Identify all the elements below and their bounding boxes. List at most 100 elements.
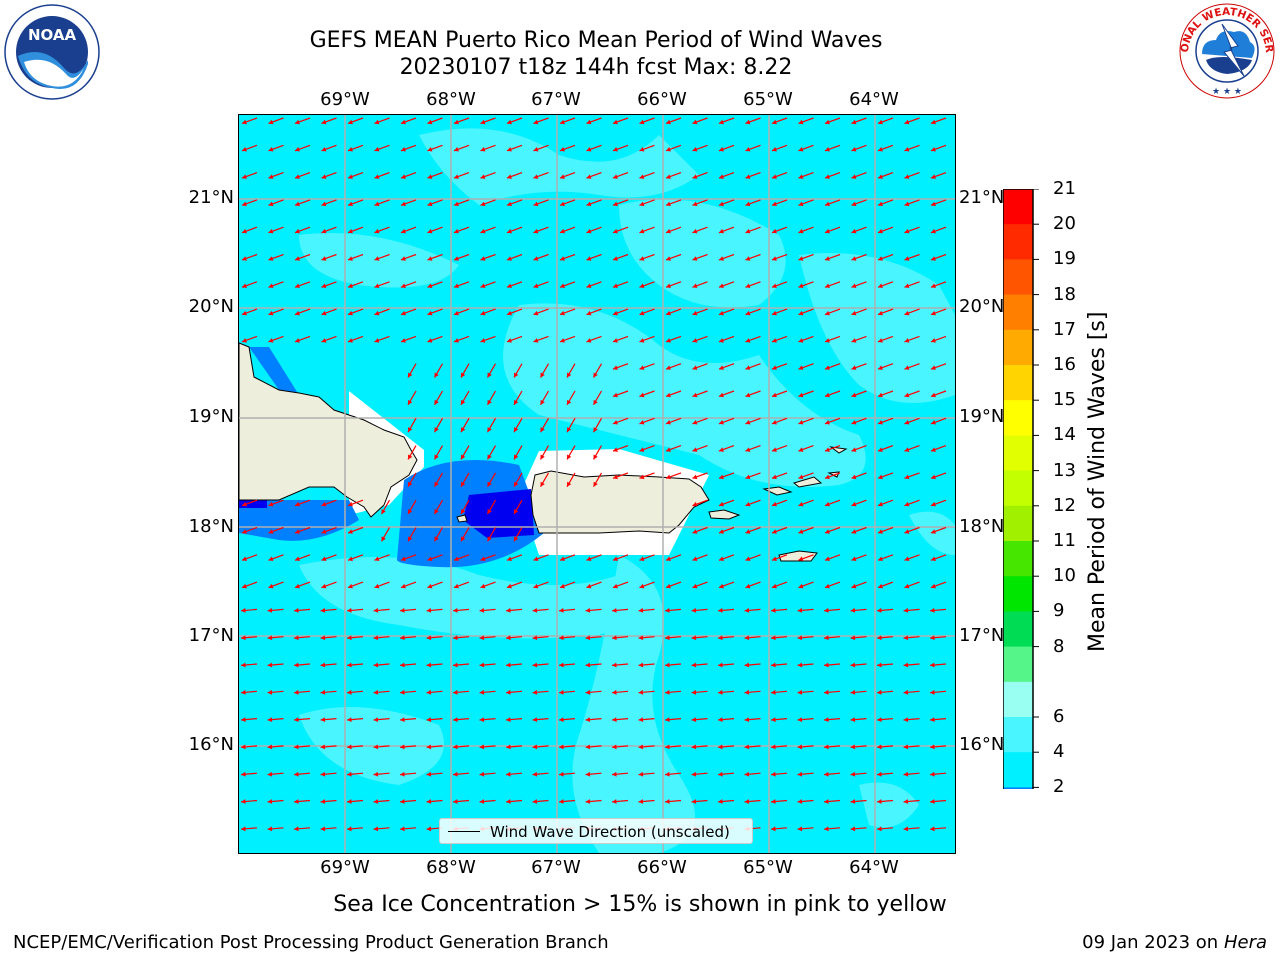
colorbar-segment bbox=[1003, 681, 1033, 718]
wave-arrow-head bbox=[771, 392, 777, 398]
colorbar-segment bbox=[1003, 189, 1033, 225]
wave-arrow-head bbox=[691, 662, 697, 668]
wave-arrow-head bbox=[745, 228, 751, 234]
wave-arrow-head bbox=[294, 501, 300, 507]
wave-arrow-head bbox=[427, 256, 433, 261]
wave-arrow-head bbox=[797, 608, 803, 613]
wave-arrow-head bbox=[294, 228, 300, 234]
wave-arrow-head bbox=[612, 799, 617, 804]
wave-arrow-head bbox=[268, 583, 274, 589]
colorbar-tick-label: 13 bbox=[1053, 459, 1076, 481]
wave-arrow-head bbox=[586, 283, 592, 289]
wave-arrow-head bbox=[585, 635, 591, 641]
wave-arrow-head bbox=[665, 201, 671, 207]
wave-arrow-head bbox=[506, 119, 512, 125]
wave-arrow-head bbox=[427, 338, 433, 343]
wave-arrow-head bbox=[586, 201, 592, 207]
wave-arrow-head bbox=[487, 372, 492, 378]
wave-arrow-head bbox=[506, 662, 511, 668]
wave-arrow-head bbox=[374, 338, 380, 343]
wave-arrow-head bbox=[506, 583, 512, 589]
wave-arrow-head bbox=[665, 771, 670, 777]
anegada-land bbox=[829, 446, 848, 454]
wave-arrow-head bbox=[718, 447, 724, 452]
wave-arrow-head bbox=[851, 420, 857, 425]
wave-arrow-head bbox=[434, 372, 439, 378]
wave-arrow-head bbox=[347, 228, 353, 234]
wave-arrow-head bbox=[480, 201, 486, 207]
wave-arrow-head bbox=[930, 174, 936, 179]
wave-arrow-head bbox=[533, 338, 539, 343]
wave-arrow-head bbox=[745, 119, 751, 125]
wave-arrow-head bbox=[585, 689, 591, 695]
wave-arrow-head bbox=[533, 283, 539, 289]
wave-arrow-head bbox=[347, 338, 353, 343]
wave-arrow-head bbox=[904, 420, 910, 425]
wave-arrow-head bbox=[612, 556, 618, 562]
wave-arrow-head bbox=[824, 392, 830, 398]
wave-arrow-head bbox=[294, 338, 300, 343]
wave-arrow-head bbox=[612, 310, 618, 316]
wave-arrow-head bbox=[824, 556, 830, 562]
wave-arrow-head bbox=[294, 635, 299, 641]
wave-arrow-head bbox=[718, 529, 724, 534]
wave-arrow-head bbox=[744, 799, 750, 804]
wave-arrow-head bbox=[851, 228, 857, 234]
wave-arrow-head bbox=[400, 635, 405, 641]
wave-arrow-head bbox=[321, 228, 327, 234]
wave-arrow-head bbox=[930, 826, 935, 832]
wave-arrow-head bbox=[612, 771, 617, 777]
wave-arrow-head bbox=[797, 662, 803, 668]
wave-arrow-head bbox=[877, 501, 883, 507]
wave-arrow-head bbox=[241, 771, 246, 777]
wave-arrow-head bbox=[321, 256, 327, 261]
wave-arrow-head bbox=[453, 799, 458, 804]
wave-arrow-head bbox=[267, 608, 273, 613]
wave-arrow-head bbox=[294, 771, 299, 777]
wave-arrow-head bbox=[638, 662, 644, 668]
wave-arrow-head bbox=[745, 392, 751, 398]
wave-arrow-head bbox=[639, 583, 645, 589]
wave-arrow-head bbox=[798, 583, 804, 589]
wave-arrow-head bbox=[665, 283, 671, 289]
wave-arrow-head bbox=[798, 147, 804, 152]
wave-arrow-head bbox=[408, 454, 413, 460]
wave-arrow-head bbox=[771, 283, 777, 289]
colorbar-tick-label: 11 bbox=[1053, 530, 1076, 551]
wave-arrow-head bbox=[797, 771, 803, 777]
colorbar-tick-label: 17 bbox=[1053, 318, 1076, 340]
wave-arrow-head bbox=[824, 283, 830, 289]
wave-arrow-head bbox=[877, 689, 882, 695]
wave-arrow-head bbox=[479, 662, 485, 668]
wave-arrow-head bbox=[771, 119, 777, 125]
wave-arrow-head bbox=[797, 717, 803, 723]
wave-arrow-head bbox=[771, 583, 777, 589]
wave-arrow-head bbox=[487, 536, 492, 542]
wave-arrow-head bbox=[540, 481, 545, 487]
wave-arrow-head bbox=[877, 119, 883, 125]
wave-arrow-head bbox=[904, 474, 910, 480]
wave-arrow-head bbox=[718, 256, 724, 261]
wave-arrow-head bbox=[718, 365, 724, 370]
wave-arrow-head bbox=[930, 529, 936, 534]
wave-arrow-head bbox=[241, 338, 247, 343]
lon-label-top-67w: 67°W bbox=[531, 89, 581, 110]
wave-arrow-head bbox=[798, 310, 804, 316]
wave-arrow-head bbox=[268, 283, 274, 289]
wave-arrow-head bbox=[824, 420, 830, 425]
colorbar bbox=[1002, 188, 1063, 888]
wave-arrow-head bbox=[851, 310, 857, 316]
wave-arrow-head bbox=[321, 529, 327, 534]
wave-arrow-head bbox=[691, 689, 697, 695]
wave-arrow-head bbox=[904, 392, 910, 398]
lat-label-left-16n: 16°N bbox=[188, 734, 234, 755]
wave-arrow-head bbox=[374, 310, 380, 316]
wave-arrow-head bbox=[586, 147, 592, 152]
lat-label-left-20n: 20°N bbox=[188, 296, 234, 317]
wave-arrow-head bbox=[771, 689, 776, 695]
wave-arrow-head bbox=[268, 310, 274, 316]
wave-arrow-head bbox=[665, 662, 670, 668]
wave-arrow-head bbox=[320, 635, 326, 641]
wave-arrow-head bbox=[532, 717, 538, 723]
wave-arrow-head bbox=[268, 256, 274, 261]
